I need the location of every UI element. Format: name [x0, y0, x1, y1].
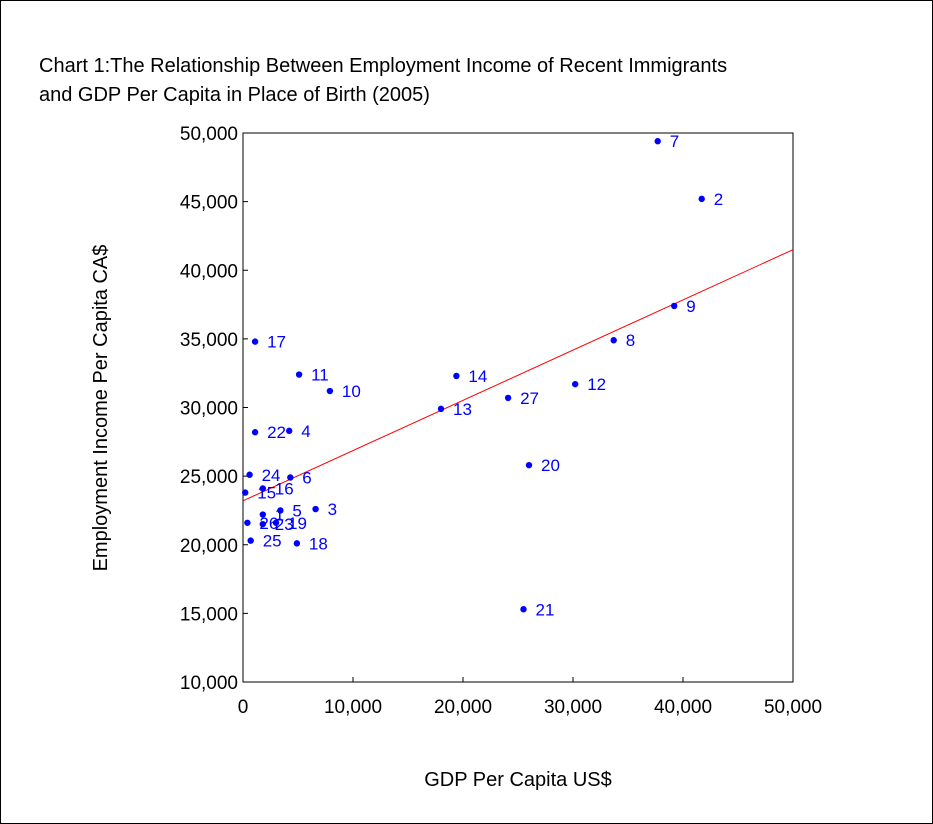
y-tick-label: 10,000 — [180, 673, 238, 694]
data-point-18 — [293, 540, 301, 547]
data-point-21 — [520, 606, 527, 613]
point-label-26: 26 — [259, 514, 278, 533]
x-tick-label: 40,000 — [654, 697, 712, 718]
point-label-21: 21 — [536, 600, 555, 619]
y-axis-label: Employment Income Per Capita CA$ — [90, 245, 112, 572]
data-point-23 — [259, 520, 266, 528]
fit-line — [242, 249, 794, 502]
data-point-12 — [572, 380, 579, 388]
point-label-16: 16 — [275, 479, 294, 498]
y-tick-label: 35,000 — [180, 330, 238, 351]
point-label-14: 14 — [468, 367, 487, 386]
x-tick-label: 20,000 — [434, 697, 492, 718]
plot-area-border — [242, 132, 794, 683]
point-label-17: 17 — [267, 333, 286, 352]
y-tick-label: 20,000 — [180, 536, 238, 557]
point-label-19: 19 — [288, 514, 307, 533]
point-label-27: 27 — [520, 389, 539, 408]
y-tick-label: 15,000 — [180, 604, 238, 625]
data-point-11 — [295, 371, 303, 378]
point-label-12: 12 — [587, 375, 606, 394]
point-label-5: 5 — [292, 501, 301, 520]
x-tick-label: 30,000 — [544, 697, 602, 718]
point-label-1: 1 — [275, 506, 284, 525]
data-point-2 — [698, 195, 705, 203]
data-point-7 — [654, 138, 661, 145]
y-tick-label: 45,000 — [180, 193, 238, 214]
point-label-23: 23 — [275, 515, 294, 534]
data-point-20 — [525, 461, 533, 469]
point-label-10: 10 — [342, 382, 361, 401]
point-label-20: 20 — [541, 456, 560, 475]
data-point-14 — [453, 372, 460, 380]
point-label-9: 9 — [686, 297, 695, 316]
data-point-15 — [242, 489, 249, 496]
plot-axes: 10,000 15,000 20,000 25,000 30,000 35,000 40,0… — [180, 124, 822, 718]
data-point-8 — [610, 337, 617, 344]
data-point-19 — [272, 519, 280, 526]
x-tick-label: 50,000 — [764, 697, 822, 718]
x-tick-label: 0 — [238, 697, 249, 718]
data-point-6 — [287, 474, 294, 481]
point-label-25: 25 — [263, 532, 282, 551]
point-label-15: 15 — [257, 484, 276, 503]
point-label-7: 7 — [670, 132, 679, 151]
data-point-16 — [259, 485, 266, 492]
y-tick-label: 40,000 — [180, 261, 238, 282]
data-point-9 — [671, 302, 678, 310]
point-label-18: 18 — [309, 534, 328, 553]
data-point-26 — [244, 519, 251, 526]
point-label-3: 3 — [328, 500, 337, 519]
y-tick-label: 25,000 — [180, 467, 238, 488]
y-tick-label: 50,000 — [180, 124, 238, 145]
data-point-17 — [251, 338, 259, 345]
data-point-13 — [437, 405, 445, 413]
data-point-22 — [251, 429, 259, 436]
data-point-1 — [259, 511, 266, 518]
x-axis-label: GDP Per Capita US$ — [424, 769, 612, 791]
data-point-25 — [247, 537, 254, 544]
chart-title-line2: and GDP Per Capita in Place of Birth (20… — [39, 84, 430, 106]
y-tick-label: 30,000 — [180, 399, 238, 420]
data-point-5 — [277, 507, 284, 514]
fit-line-group — [242, 249, 794, 502]
point-label-2: 2 — [714, 190, 723, 209]
x-tick-label: 10,000 — [324, 697, 382, 718]
point-label-6: 6 — [302, 468, 311, 487]
data-point-4 — [286, 427, 293, 435]
point-label-4: 4 — [301, 422, 310, 441]
data-point-24 — [246, 471, 253, 478]
point-label-22: 22 — [267, 423, 286, 442]
point-label-11: 11 — [311, 366, 329, 385]
data-point-3 — [312, 505, 319, 513]
chart-title-line1: Chart 1:The Relationship Between Employm… — [39, 55, 727, 77]
data-point-27 — [504, 394, 512, 402]
point-label-13: 13 — [453, 400, 472, 419]
point-label-8: 8 — [626, 331, 635, 350]
point-label-24: 24 — [262, 466, 281, 485]
data-point-10 — [326, 387, 334, 395]
